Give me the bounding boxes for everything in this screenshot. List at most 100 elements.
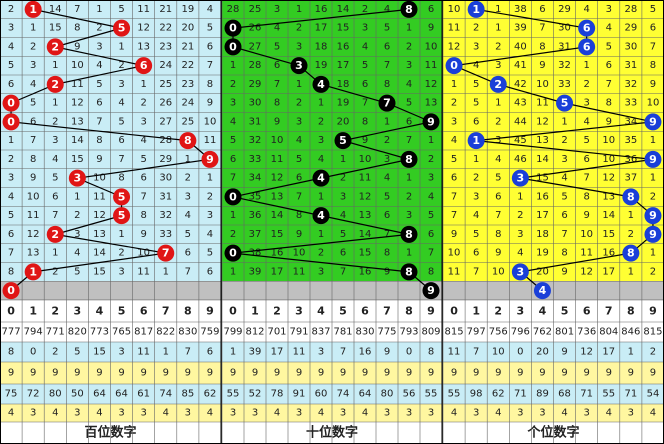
omission-value: 2 (318, 116, 324, 127)
omission-value: 5 (606, 41, 612, 52)
stat-value: 3 (539, 408, 545, 419)
omission-value: 3 (362, 23, 368, 34)
omission-value: 20 (536, 266, 549, 277)
omission-value: 1 (561, 116, 567, 127)
omission-value: 1 (30, 23, 36, 34)
ball-number: 8 (627, 247, 635, 260)
omission-value: 40 (514, 41, 527, 52)
omission-value: 46 (514, 154, 527, 165)
omission-value: 1 (230, 210, 236, 221)
omission-value: 1 (451, 79, 457, 90)
omission-value: 12 (580, 266, 593, 277)
omission-value: 35 (624, 135, 637, 146)
omission-value: 5 (52, 173, 58, 184)
stat-value: 80 (381, 389, 394, 400)
omission-value: 2 (428, 154, 434, 165)
stat-value: 71 (580, 389, 593, 400)
omission-value: 6 (340, 248, 346, 259)
omission-value: 7 (30, 135, 36, 146)
omission-value: 1 (118, 41, 124, 52)
omission-value: 2 (318, 248, 324, 259)
omission-value: 2 (230, 229, 236, 240)
omission-value: 7 (74, 4, 80, 15)
trend-line (451, 8, 654, 292)
stat-value: 20 (536, 347, 549, 358)
omission-value: 2 (118, 248, 124, 259)
omission-value: 8 (539, 41, 545, 52)
stat-value: 9 (606, 368, 612, 379)
stat-value: 799 (223, 327, 242, 338)
stat-value: 797 (467, 327, 486, 338)
omission-value: 2 (406, 41, 412, 52)
omission-value: 3 (517, 229, 523, 240)
omission-value: 6 (473, 248, 479, 259)
omission-value: 13 (137, 41, 150, 52)
omission-value: 7 (230, 173, 236, 184)
omission-value: 7 (340, 266, 346, 277)
stat-value: 1 (163, 347, 169, 358)
ball (511, 169, 529, 187)
omission-value: 18 (536, 229, 549, 240)
omission-value: 2 (8, 154, 14, 165)
omission-value: 1 (583, 60, 589, 71)
omission-value: 3 (74, 229, 80, 240)
omission-value: 15 (536, 173, 549, 184)
omission-value: 6 (30, 116, 36, 127)
omission-value: 10 (425, 41, 438, 52)
ball-number: 6 (583, 22, 591, 35)
omission-value: 17 (337, 60, 350, 71)
omission-value: 17 (602, 266, 615, 277)
omission-value: 12 (71, 98, 84, 109)
omission-value: 2 (517, 210, 523, 221)
stat-value: 4 (495, 408, 501, 419)
stat-value: 98 (470, 389, 483, 400)
omission-value: 4 (96, 60, 102, 71)
omission-value: 17 (536, 210, 549, 221)
ball-number: 7 (162, 247, 170, 260)
omission-value: 6 (8, 79, 14, 90)
omission-value: 11 (448, 266, 461, 277)
omission-value: 1 (318, 98, 324, 109)
stat-value: 9 (628, 368, 634, 379)
stat-value: 701 (267, 327, 286, 338)
omission-value: 28 (227, 4, 240, 15)
omission-value: 5 (185, 229, 191, 240)
omission-value: 3 (185, 191, 191, 202)
omission-value: 24 (159, 60, 172, 71)
omission-value: 3 (274, 4, 280, 15)
omission-value: 1 (140, 79, 146, 90)
omission-value: 26 (159, 98, 172, 109)
stat-value: 9 (52, 368, 58, 379)
omission-value: 2 (406, 191, 412, 202)
stat-value: 85 (181, 389, 194, 400)
omission-value: 26 (249, 23, 262, 34)
ball-number: 9 (427, 284, 435, 297)
omission-value: 5 (583, 135, 589, 146)
stat-value: 3 (517, 408, 523, 419)
omission-value: 1 (318, 191, 324, 202)
omission-value: 11 (204, 135, 217, 146)
omission-value: 6 (451, 173, 457, 184)
omission-value: 30 (159, 173, 172, 184)
omission-value: 5 (8, 60, 14, 71)
stat-value: 3 (230, 408, 236, 419)
omission-value: 5 (8, 210, 14, 221)
stat-value: 9 (30, 368, 36, 379)
omission-value: 1 (296, 79, 302, 90)
omission-value: 6 (406, 116, 412, 127)
digit-header: 5 (561, 305, 569, 318)
omission-value: 8 (140, 210, 146, 221)
omission-value: 37 (249, 229, 262, 240)
stat-value: 9 (96, 368, 102, 379)
omission-value: 30 (624, 41, 637, 52)
omission-value: 12 (93, 210, 106, 221)
omission-value: 8 (296, 210, 302, 221)
ball-number: 2 (51, 78, 59, 91)
omission-value: 5 (473, 79, 479, 90)
omission-value: 6 (185, 248, 191, 259)
stat-value: 9 (561, 368, 567, 379)
stat-value: 4 (8, 408, 14, 419)
omission-value: 1 (118, 229, 124, 240)
omission-value: 5 (428, 210, 434, 221)
omission-value: 8 (384, 79, 390, 90)
